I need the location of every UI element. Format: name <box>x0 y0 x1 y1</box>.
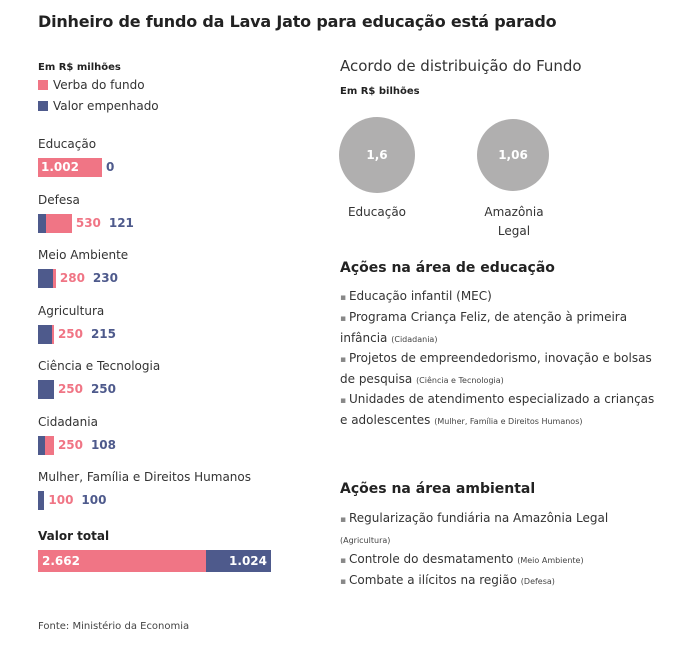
list-item-text: Programa Criança Feliz, de atenção à pri… <box>340 310 628 345</box>
value-label-empenhado: 215 <box>90 327 117 341</box>
legend-label-verba: Verba do fundo <box>53 78 145 92</box>
total-value-verba: 2.662 <box>42 554 80 568</box>
list-educacao: Educação infantil (MEC) Programa Criança … <box>340 287 660 431</box>
total-label: Valor total <box>38 529 110 543</box>
value-label-verba: 530 <box>75 216 101 230</box>
value-label-verba: 250 <box>57 327 84 341</box>
value-label-empenhado: 121 <box>108 216 134 230</box>
legend-swatch-verba <box>38 80 48 90</box>
value-label-empenhado: 230 <box>92 271 118 285</box>
value-label-verba: 1.002 <box>41 160 79 174</box>
list-item: Programa Criança Feliz, de atenção à pri… <box>340 308 660 349</box>
list-item-text: Combate a ilícitos na região <box>348 573 517 587</box>
circle-label-educacao: Educação <box>347 205 407 219</box>
category-label: Agricultura <box>38 304 105 318</box>
category-label: Mulher, Família e Direitos Humanos <box>38 470 251 484</box>
value-label-verba: 250 <box>57 438 84 452</box>
total-bar-empenhado <box>206 550 271 572</box>
value-label-empenhado: 0 <box>106 160 115 174</box>
bar-verba <box>38 158 102 177</box>
value-label-empenhado: 250 <box>90 382 117 396</box>
bar-verba <box>38 214 72 233</box>
list-item-note: (Agricultura) <box>340 536 391 545</box>
list-item: Educação infantil (MEC) <box>340 287 660 308</box>
bar-empenhado <box>38 436 45 455</box>
category-label: Meio Ambiente <box>38 248 129 262</box>
bar-empenhado <box>38 380 54 399</box>
category-label: Educação <box>38 137 97 151</box>
list-item-note: (Ciência e Tecnologia) <box>416 376 504 385</box>
list-item-text: Unidades de atendimento especializado a … <box>340 392 655 427</box>
value-label-empenhado: 108 <box>90 438 117 452</box>
list-item-note: (Mulher, Família e Direitos Humanos) <box>434 417 583 426</box>
bar-empenhado <box>38 269 53 288</box>
legend-swatch-empenhado <box>38 101 48 111</box>
bar-empenhado <box>38 325 52 344</box>
section-title-ambiental: Ações na área ambiental <box>340 481 536 497</box>
source-note: Fonte: Ministério da Economia <box>38 621 190 632</box>
list-item-text: Educação infantil (MEC) <box>348 289 492 303</box>
value-label-empenhado: 100 <box>81 493 107 507</box>
list-item-note: (Meio Ambiente) <box>517 556 584 565</box>
right-unit-label: Em R$ bilhões <box>340 86 420 97</box>
total-value-empenhado: 1.024 <box>229 554 267 568</box>
legend-item-verba: Verba do fundo <box>38 78 145 92</box>
bar-empenhado <box>38 214 46 233</box>
list-item: Regularização fundiária na Amazônia Lega… <box>340 509 660 550</box>
circle-value-educacao: 1,6 <box>366 148 388 162</box>
value-label-verba: 100 <box>48 493 74 507</box>
list-item-note: (Defesa) <box>520 577 555 586</box>
value-label-verba: 280 <box>59 271 85 285</box>
legend-label-empenhado: Valor empenhado <box>53 99 159 113</box>
list-item: Controle do desmatamento (Meio Ambiente) <box>340 550 660 571</box>
category-label: Defesa <box>38 193 80 207</box>
list-item-text: Projetos de empreendedorismo, inovação e… <box>340 351 652 386</box>
list-item: Unidades de atendimento especializado a … <box>340 390 660 431</box>
value-label-verba: 250 <box>57 382 84 396</box>
bar-empenhado <box>38 491 45 510</box>
circles-title: Acordo de distribuição do Fundo <box>340 57 582 75</box>
list-ambiental: Regularização fundiária na Amazônia Lega… <box>340 509 660 592</box>
circle-value-amazonia: 1,06 <box>498 148 528 162</box>
list-item-text: Regularização fundiária na Amazônia Lega… <box>348 511 609 525</box>
circle-label-amazonia: Amazônia Legal <box>484 205 544 238</box>
left-unit-label: Em R$ milhões <box>38 62 121 73</box>
category-label: Ciência e Tecnologia <box>38 359 161 373</box>
total-bar-verba <box>38 550 207 572</box>
list-item-text: Controle do desmatamento <box>348 552 514 566</box>
chart-title: Dinheiro de fundo da Lava Jato para educ… <box>38 12 557 31</box>
circle-educacao: 1,6 <box>339 117 415 193</box>
circle-amazonia: 1,06 <box>477 119 549 191</box>
legend-item-empenhado: Valor empenhado <box>38 99 159 113</box>
list-item-note: (Cidadania) <box>391 335 438 344</box>
list-item: Projetos de empreendedorismo, inovação e… <box>340 349 660 390</box>
section-title-educacao: Ações na área de educação <box>340 260 555 276</box>
list-item: Combate a ilícitos na região (Defesa) <box>340 571 660 592</box>
category-label: Cidadania <box>38 415 98 429</box>
